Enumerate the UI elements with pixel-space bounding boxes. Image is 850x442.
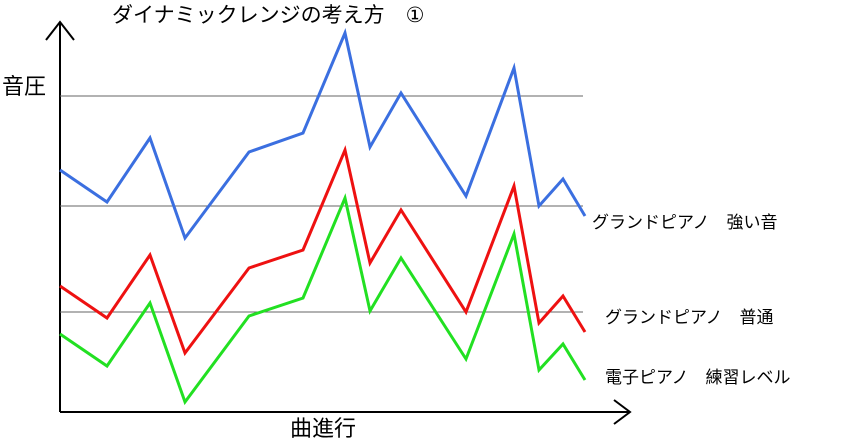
y-axis — [45, 20, 75, 412]
chart-title: ダイナミックレンジの考え方 ① — [112, 3, 424, 27]
x-axis-label: 曲進行 — [290, 417, 356, 442]
series-line — [59, 28, 587, 242]
series-line — [59, 193, 587, 406]
legend-label: 電子ピアノ 練習レベル — [605, 368, 790, 388]
axes — [45, 20, 632, 425]
y-axis-label: 音圧 — [2, 75, 46, 100]
x-axis — [60, 399, 632, 425]
legend-label: グランドピアノ 強い音 — [592, 213, 777, 233]
legend-label: グランドピアノ 普通 — [605, 308, 773, 328]
series-line — [59, 145, 587, 357]
